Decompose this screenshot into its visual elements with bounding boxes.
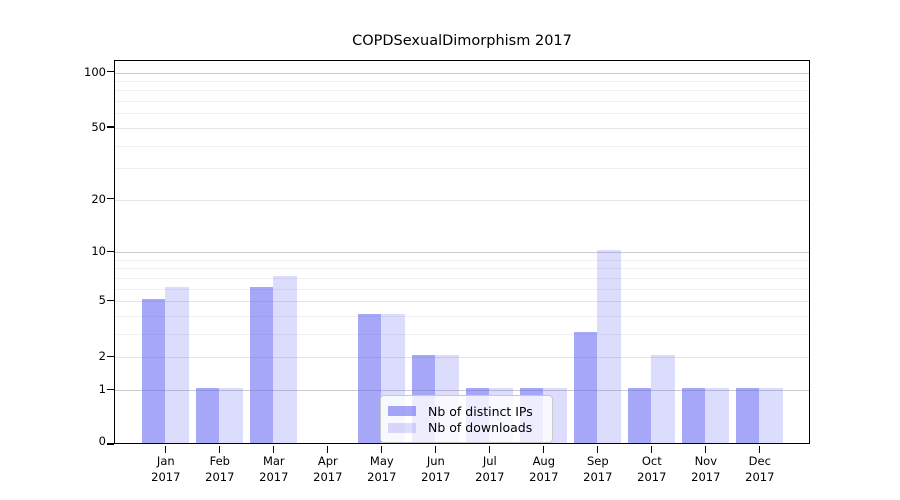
x-axis-tick	[597, 445, 599, 453]
y-axis-tick	[107, 70, 114, 73]
bar-distinct-ips-nov	[681, 388, 706, 443]
bar-distinct-ips-oct	[627, 388, 652, 443]
x-axis-tick	[381, 445, 383, 453]
y-tick-label: 2	[98, 349, 106, 364]
x-tick-label-year: 2017	[529, 470, 559, 484]
gridline-major	[115, 252, 809, 254]
x-tick-label-year: 2017	[583, 470, 613, 484]
y-tick-label: 20	[91, 191, 106, 206]
y-axis-tick	[107, 355, 114, 357]
plot-area: Nb of distinct IPs Nb of downloads	[114, 60, 810, 444]
bar-distinct-ips-sep	[573, 332, 598, 443]
gridline-minor	[115, 259, 809, 261]
x-tick-label-year: 2017	[637, 470, 667, 484]
y-tick-label: 100	[84, 64, 106, 79]
gridline-minor	[115, 268, 809, 270]
x-axis-tick	[489, 445, 491, 453]
x-tick-label-month: Jul	[482, 454, 497, 468]
y-axis-tick	[107, 299, 114, 301]
x-tick-label-year: 2017	[691, 470, 721, 484]
x-tick-label-year: 2017	[151, 470, 181, 484]
gridline-labeled	[115, 199, 809, 201]
x-tick-label-month: Jan	[156, 454, 175, 468]
x-tick-label-month: Feb	[209, 454, 230, 468]
y-axis-tick	[107, 443, 114, 445]
x-tick-label-year: 2017	[745, 470, 775, 484]
gridline-minor	[115, 101, 809, 103]
legend-label-distinct-ips: Nb of distinct IPs	[428, 403, 533, 419]
x-tick-label-year: 2017	[313, 470, 343, 484]
gridline-minor	[115, 288, 809, 290]
x-axis-tick	[165, 445, 167, 453]
x-tick-label-year: 2017	[421, 470, 451, 484]
x-tick-label-month: May	[369, 454, 394, 468]
y-tick-label: 0	[98, 434, 106, 448]
gridline-labeled	[115, 357, 809, 359]
x-tick-label-year: 2017	[367, 470, 397, 484]
y-tick-label: 10	[91, 244, 106, 259]
x-axis-tick	[435, 445, 437, 453]
x-axis-tick	[651, 445, 653, 453]
x-tick-label-month: Aug	[532, 454, 556, 468]
x-axis-tick	[273, 445, 275, 453]
bar-downloads-feb	[219, 388, 243, 443]
bar-distinct-ips-mar	[249, 286, 274, 443]
gridline-minor	[115, 168, 809, 170]
bar-distinct-ips-dec	[735, 388, 760, 443]
x-tick-label-month: Mar	[262, 454, 285, 468]
x-tick-label-month: Apr	[317, 454, 338, 468]
gridline-labeled	[115, 127, 809, 129]
gridline-minor	[115, 90, 809, 92]
x-tick-label-year: 2017	[205, 470, 235, 484]
gridline-labeled	[115, 301, 809, 303]
bar-distinct-ips-may	[357, 314, 382, 443]
x-tick-label-month: Oct	[641, 454, 662, 468]
x-tick-label-year: 2017	[475, 470, 505, 484]
legend-row-downloads: Nb of downloads	[388, 420, 542, 437]
gridline-minor	[115, 277, 809, 279]
y-tick-label: 1	[98, 382, 106, 397]
gridline-major	[115, 390, 809, 392]
y-axis-tick	[107, 388, 114, 390]
x-tick-label-month: Dec	[748, 454, 771, 468]
y-axis-tick	[107, 250, 114, 252]
gridline-minor	[115, 81, 809, 83]
x-tick-label-year: 2017	[259, 470, 289, 484]
gridline-minor	[115, 145, 809, 147]
bar-downloads-dec	[759, 388, 783, 443]
legend-swatch-downloads	[388, 422, 416, 433]
bar-downloads-mar	[273, 275, 297, 443]
chart-title: COPDSexualDimorphism 2017	[352, 33, 572, 49]
legend-swatch-distinct-ips	[388, 406, 416, 417]
bar-downloads-oct	[651, 355, 675, 443]
x-axis-tick	[219, 445, 221, 453]
bar-distinct-ips-feb	[195, 388, 220, 443]
y-axis-tick	[107, 126, 114, 128]
x-tick-label-month: Jun	[426, 454, 445, 468]
x-tick-label-month: Nov	[694, 454, 718, 468]
legend: Nb of distinct IPs Nb of downloads	[380, 395, 553, 443]
x-tick-label-month: Sep	[586, 454, 609, 468]
y-tick-label: 50	[91, 119, 106, 134]
gridline-major	[115, 72, 809, 74]
y-tick-label: 5	[98, 293, 106, 308]
x-axis-tick	[543, 445, 545, 453]
bar-downloads-jan	[165, 286, 189, 443]
y-axis-tick	[107, 198, 114, 200]
x-axis-tick	[705, 445, 707, 453]
bar-distinct-ips-jan	[141, 299, 166, 443]
legend-row-distinct-ips: Nb of distinct IPs	[388, 403, 542, 420]
gridline-minor	[115, 113, 809, 115]
gridline-minor	[115, 334, 809, 336]
x-axis-tick	[759, 445, 761, 453]
legend-label-downloads: Nb of downloads	[428, 420, 533, 436]
bar-downloads-nov	[705, 388, 729, 443]
gridline-minor	[115, 316, 809, 318]
bar-downloads-sep	[597, 250, 621, 443]
x-axis-tick	[327, 445, 329, 453]
